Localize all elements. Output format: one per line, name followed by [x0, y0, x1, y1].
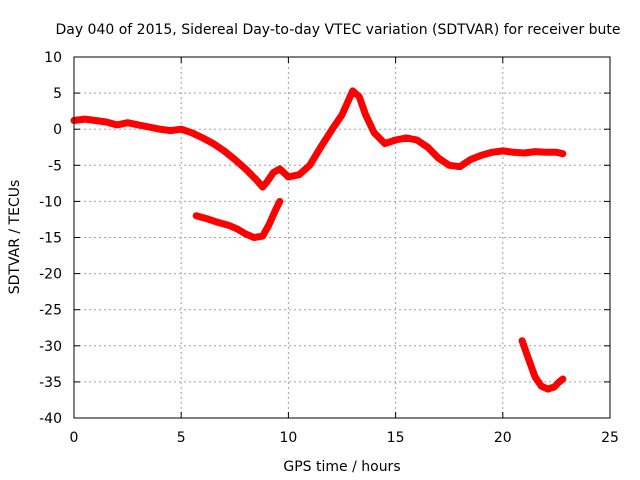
- data-point: [276, 165, 283, 172]
- data-point: [555, 379, 562, 386]
- data-point: [251, 234, 258, 241]
- data-point: [113, 121, 120, 128]
- data-point: [233, 225, 240, 232]
- y-tick-label: -20: [39, 267, 62, 283]
- data-point: [214, 219, 221, 226]
- data-point: [221, 147, 228, 154]
- data-point: [259, 233, 266, 240]
- data-point: [538, 383, 545, 390]
- data-point: [296, 171, 303, 178]
- plot-frame: [73, 56, 611, 419]
- x-tick-label: 15: [387, 430, 405, 446]
- y-tick-label: 0: [53, 122, 62, 138]
- data-point: [124, 119, 131, 126]
- data-point: [266, 221, 273, 228]
- data-point: [199, 134, 206, 141]
- data-point: [135, 121, 142, 128]
- data-point: [156, 126, 163, 133]
- y-tick-label: -10: [39, 194, 62, 210]
- data-point: [81, 116, 88, 123]
- data-point: [225, 222, 232, 229]
- data-point: [231, 156, 238, 163]
- data-point: [403, 134, 410, 141]
- data-point: [259, 184, 266, 190]
- y-tick-label: -15: [39, 231, 62, 247]
- data-point: [489, 149, 496, 156]
- x-tick-label: 0: [70, 430, 79, 446]
- data-point: [178, 126, 185, 133]
- data-point: [414, 137, 420, 143]
- data-point: [519, 337, 526, 344]
- data-point: [210, 140, 217, 147]
- data-point: [435, 155, 442, 162]
- data-point: [203, 215, 210, 222]
- data-point: [544, 386, 551, 393]
- data-point: [253, 176, 260, 183]
- data-point: [276, 198, 283, 205]
- data-point: [167, 127, 174, 134]
- data-point: [542, 149, 549, 156]
- x-tick-label: 10: [279, 430, 297, 446]
- data-point: [103, 119, 110, 125]
- y-tick-label: -30: [39, 339, 62, 355]
- data-point: [339, 111, 345, 118]
- x-tick-label: 20: [494, 430, 512, 446]
- data-point: [270, 169, 277, 176]
- data-point: [264, 178, 270, 185]
- data-point: [467, 156, 474, 163]
- data-point: [188, 129, 195, 136]
- data-point: [424, 144, 431, 151]
- data-point: [272, 207, 279, 214]
- data-point: [193, 212, 200, 219]
- y-tick-label: -40: [39, 411, 62, 427]
- data-point: [499, 147, 506, 154]
- y-tick-label: 10: [44, 50, 62, 66]
- data-point: [356, 93, 363, 100]
- data-point: [456, 163, 463, 170]
- data-point: [362, 111, 369, 118]
- data-point: [521, 150, 528, 156]
- y-tick-label: -5: [48, 158, 62, 174]
- tick-marks: 0 5 10 15 20 25 10 5 0 -5 -10 -15 -20 -25 -30 -35 -40: [39, 50, 619, 446]
- y-tick-label: -35: [39, 375, 62, 391]
- data-point: [349, 87, 356, 94]
- x-axis-label: GPS time / hours: [283, 459, 400, 475]
- data-point: [551, 384, 558, 390]
- data-point: [306, 162, 313, 169]
- data-point: [532, 148, 538, 155]
- data-point: [285, 173, 292, 180]
- data-point: [478, 152, 485, 159]
- y-tick-label: 5: [53, 86, 62, 102]
- data-point: [328, 127, 335, 134]
- data-point: [525, 355, 532, 362]
- data-point: [242, 230, 249, 237]
- data-point: [553, 149, 560, 156]
- x-tick-label: 25: [601, 430, 619, 446]
- data-point: [510, 149, 517, 156]
- data-point: [371, 129, 378, 136]
- data-series: [70, 87, 567, 393]
- data-point: [559, 150, 566, 157]
- data-point: [92, 117, 99, 124]
- data-point: [242, 165, 249, 172]
- series-line-main: [70, 87, 567, 191]
- y-axis-label: SDTVAR / TECUs: [7, 180, 23, 295]
- data-point: [446, 162, 453, 169]
- data-point: [381, 140, 388, 147]
- data-point: [317, 144, 324, 151]
- x-tick-label: 5: [177, 430, 186, 446]
- data-point: [532, 373, 538, 380]
- data-point: [146, 124, 152, 130]
- data-point: [392, 137, 399, 143]
- y-tick-label: -25: [39, 303, 62, 319]
- data-point: [559, 376, 566, 382]
- chart-title: Day 040 of 2015, Sidereal Day-to-day VTE…: [55, 22, 620, 38]
